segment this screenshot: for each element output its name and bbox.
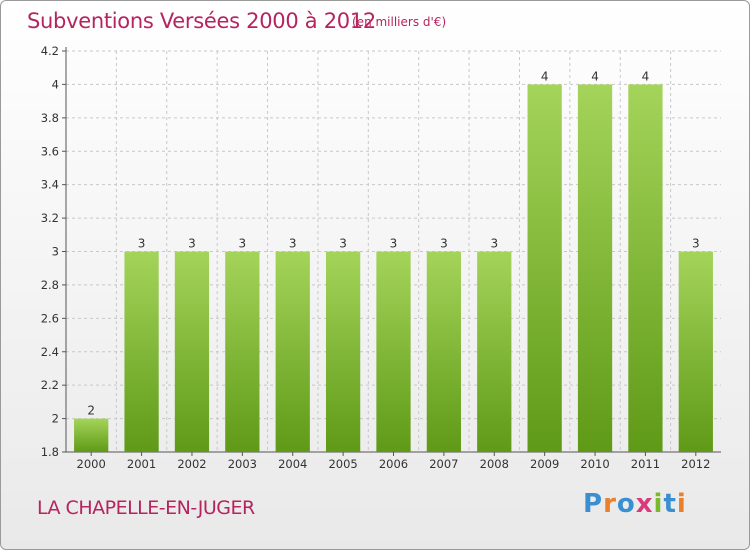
bars [74,84,713,453]
labels: 2 3 3 3 3 3 3 3 3 4 4 4 3 [87,69,699,417]
x-tick-label: 2012 [681,457,710,471]
data-label: 3 [692,237,700,251]
y-tick-label: 3 [52,245,59,259]
y-tick-label: 2.2 [41,378,59,392]
data-label: 3 [490,237,498,251]
bar [477,251,512,452]
y-tick-label: 4 [52,77,59,91]
x-tick-label: 2006 [379,457,408,471]
data-label: 3 [188,237,196,251]
y-tick-label: 2.8 [41,278,59,292]
y-tick-label: 3.8 [41,111,59,125]
bar [376,251,411,452]
bar [124,251,159,452]
bar [275,251,310,452]
bar [527,84,562,453]
logo-letter: o [616,489,636,519]
x-tick-label: 2008 [480,457,509,471]
y-tick-label: 3.2 [41,211,59,225]
x-tick-label: 2009 [530,457,559,471]
bar [325,251,361,452]
logo-letter: i [653,489,664,519]
y-tick-label: 3.4 [41,178,59,192]
x-tick-label: 2004 [278,457,307,471]
data-label: 4 [642,69,650,83]
y-tick-label: 2 [52,412,59,426]
x-tick-label: 2005 [328,457,357,471]
chart-title: Subventions Versées 2000 à 2012 [27,9,376,33]
y-tick-label: 2.6 [41,311,59,325]
bar [174,251,210,452]
chart-subtitle: (en milliers d'€) [352,15,447,29]
data-label: 3 [440,237,448,251]
bar [426,251,462,452]
y-tick-label: 4.2 [41,44,59,58]
x-tick-label: 2002 [177,457,206,471]
logo-letter: P [583,489,604,519]
logo-letter: t [663,489,677,519]
x-tick-label: 2011 [631,457,660,471]
data-label: 4 [541,69,549,83]
y-tick-label: 1.8 [41,445,59,459]
y-tick-label: 3.6 [41,144,59,158]
logo-letter: x [635,489,654,519]
data-label: 3 [239,237,247,251]
bar [628,84,663,453]
x-tick-label: 2003 [228,457,257,471]
x-tick-label: 2010 [580,457,609,471]
data-label: 4 [591,69,599,83]
bar [678,251,713,452]
data-label: 3 [390,237,398,251]
data-label: 3 [138,237,146,251]
logo-letter: r [603,489,617,519]
bar [577,84,613,453]
y-tick-label: 2.4 [41,345,59,359]
commune-name: LA CHAPELLE-EN-JUGER [37,497,255,519]
logo-letter: i [676,489,687,519]
data-label: 3 [339,237,347,251]
x-tick-label: 2007 [429,457,458,471]
data-label: 3 [289,237,297,251]
x-tick-label: 2001 [127,457,156,471]
bar [225,251,260,452]
x-tick-label: 2000 [77,457,106,471]
data-label: 2 [87,404,95,418]
proxiti-logo[interactable]: Proxiti [583,489,687,519]
bar [74,418,109,452]
